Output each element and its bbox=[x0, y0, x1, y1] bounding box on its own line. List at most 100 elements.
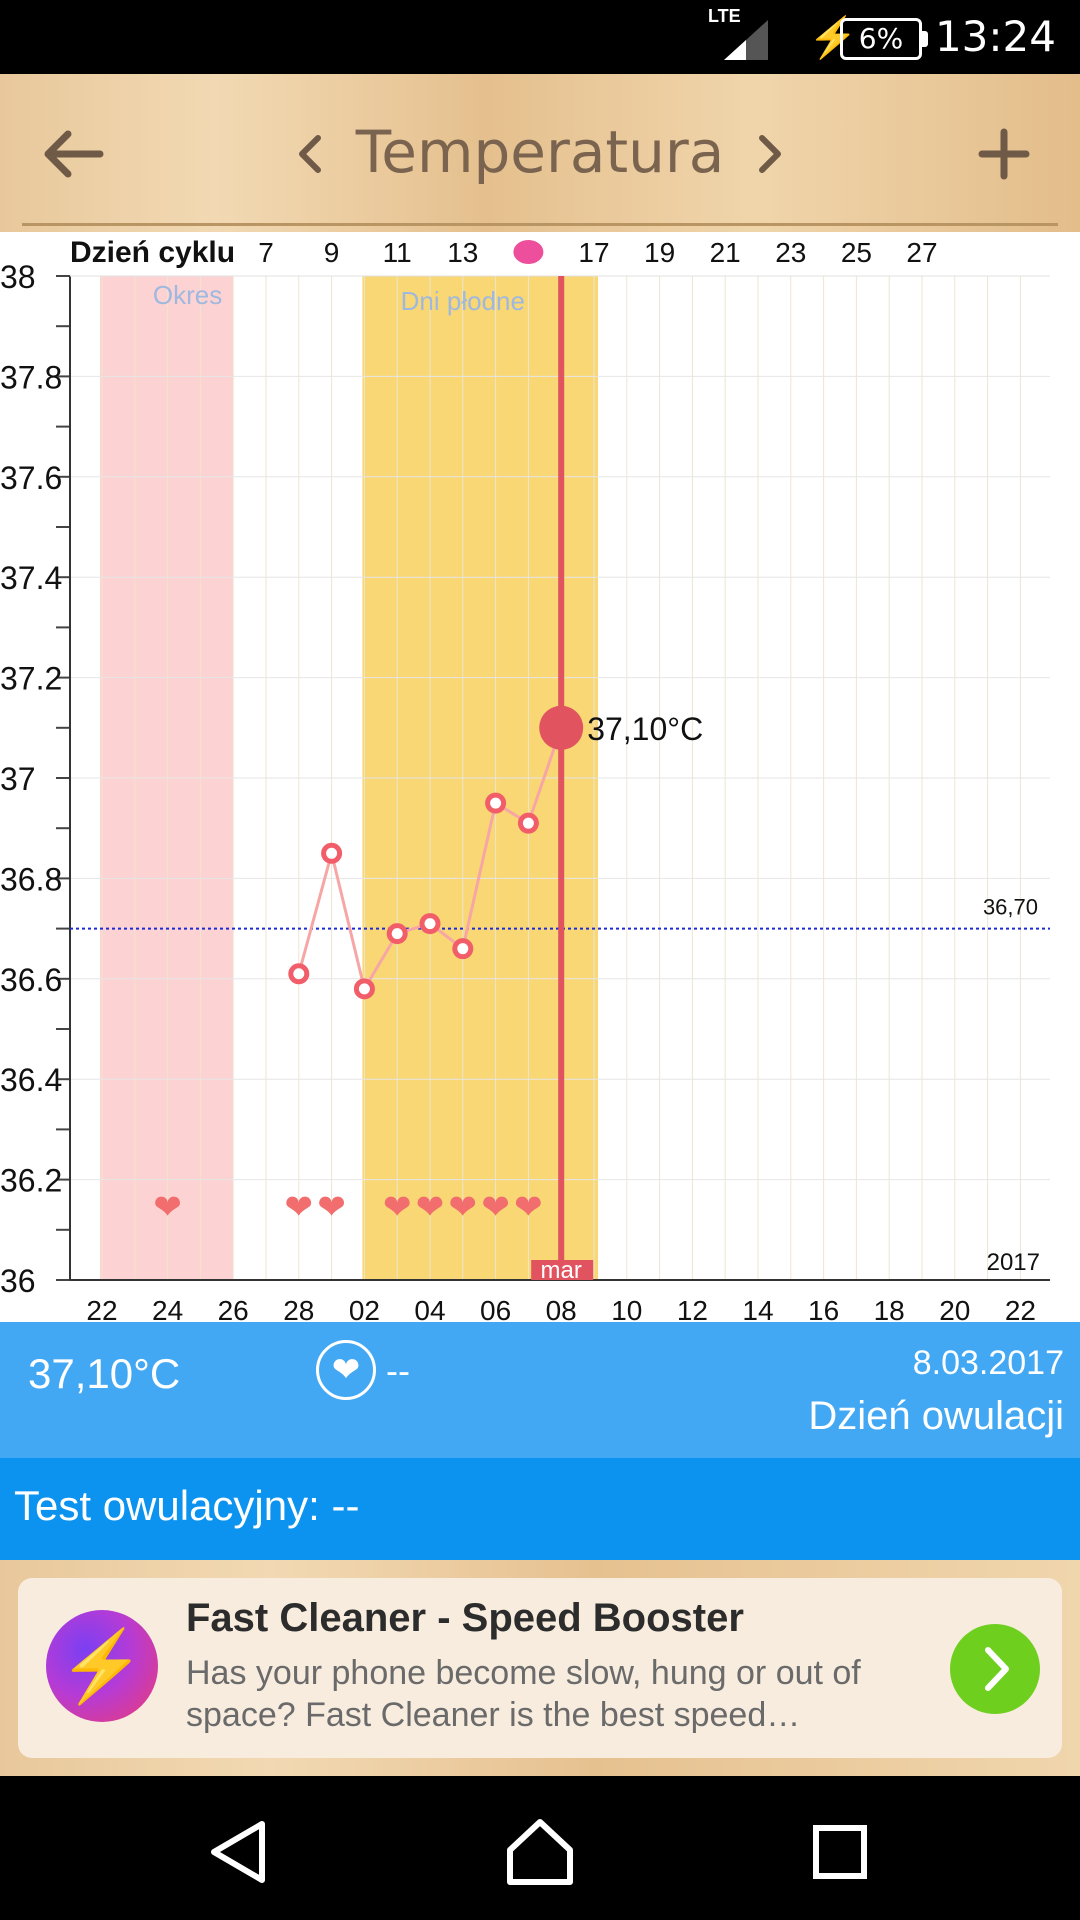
y-tick-label: 38 bbox=[0, 259, 36, 295]
signal-icon bbox=[724, 20, 768, 60]
app-bar-divider bbox=[22, 223, 1058, 226]
cycle-day-tick: 11 bbox=[383, 237, 412, 268]
intercourse-heart-icon: ❤ bbox=[285, 1188, 314, 1228]
status-bar: LTE ⚡ 6% 13:24 bbox=[0, 0, 1080, 74]
ad-open-button[interactable] bbox=[950, 1624, 1040, 1714]
ad-banner[interactable]: ⚡ Fast Cleaner - Speed Booster Has your … bbox=[18, 1578, 1062, 1758]
y-tick-label: 36 bbox=[0, 1263, 36, 1299]
x-tick-label: 24 bbox=[152, 1295, 183, 1322]
x-tick-label: 10 bbox=[611, 1295, 642, 1322]
y-tick-label: 37 bbox=[0, 761, 36, 797]
day-info-panel[interactable]: 37,10°C ❤ -- 8.03.2017 Dzień owulacji bbox=[0, 1322, 1080, 1458]
battery-indicator: 6% bbox=[840, 18, 928, 60]
temperature-chart[interactable]: 38 37.8 37.6 37.4 37.2 37 36.8 36.6 36.4 36.2 36 Dz… bbox=[0, 232, 1080, 1322]
month-badge bbox=[531, 1260, 594, 1280]
cycle-day-tick: 27 bbox=[906, 237, 937, 268]
ad-title: Fast Cleaner - Speed Booster bbox=[186, 1596, 744, 1640]
cycle-day-tick: 19 bbox=[644, 237, 675, 268]
back-button[interactable] bbox=[34, 114, 114, 194]
chevron-right-icon bbox=[985, 1647, 1009, 1691]
home-icon bbox=[507, 1819, 573, 1885]
prev-button[interactable] bbox=[270, 114, 350, 194]
system-home-button[interactable] bbox=[500, 1812, 580, 1892]
temperature-point bbox=[386, 923, 408, 945]
intercourse-heart-icon: ❤ bbox=[481, 1188, 510, 1228]
y-tick-label: 37.6 bbox=[0, 460, 62, 496]
intercourse-heart-icon: ❤ bbox=[153, 1188, 182, 1228]
y-tick-label: 36.4 bbox=[0, 1062, 62, 1098]
ovulation-test-label: Test owulacyjny: -- bbox=[14, 1482, 360, 1529]
clock: 13:24 bbox=[934, 12, 1056, 61]
page-title: Temperatura bbox=[355, 118, 725, 186]
cycle-day-label: Dzień cyklu bbox=[70, 236, 235, 269]
cycle-day-tick: 23 bbox=[775, 237, 806, 268]
year-label: 2017 bbox=[987, 1249, 1040, 1276]
recents-square-icon bbox=[813, 1825, 867, 1879]
temperature-point bbox=[288, 963, 310, 985]
intercourse-heart-icon: ❤ bbox=[514, 1188, 543, 1228]
app-bar: Temperatura bbox=[0, 74, 1080, 232]
selected-temperature: 37,10°C bbox=[28, 1350, 181, 1397]
cycle-day-tick: 9 bbox=[324, 237, 340, 268]
next-button[interactable] bbox=[730, 114, 810, 194]
x-tick-label: 18 bbox=[874, 1295, 905, 1322]
x-tick-label: 16 bbox=[808, 1295, 839, 1322]
chevron-left-icon bbox=[299, 135, 321, 173]
system-back-button[interactable] bbox=[200, 1812, 280, 1892]
x-tick-label: 22 bbox=[1005, 1295, 1036, 1322]
day-status: Dzień owulacji bbox=[808, 1394, 1064, 1438]
cycle-day-tick: 17 bbox=[578, 237, 609, 268]
temperature-point bbox=[452, 938, 474, 960]
heart-icon[interactable]: ❤ bbox=[316, 1340, 376, 1400]
y-tick-label: 36.8 bbox=[0, 861, 62, 897]
temperature-point bbox=[485, 792, 507, 814]
y-tick-label: 37.2 bbox=[0, 661, 62, 697]
cycle-day-tick: 13 bbox=[447, 237, 478, 268]
intercourse-heart-icon: ❤ bbox=[317, 1188, 346, 1228]
period-label: Okres bbox=[153, 280, 222, 310]
x-tick-label: 20 bbox=[939, 1295, 970, 1322]
plus-icon bbox=[978, 128, 1030, 180]
system-nav-bar bbox=[0, 1776, 1080, 1920]
x-tick-label: 28 bbox=[283, 1295, 314, 1322]
ovulation-test-panel[interactable]: Test owulacyjny: -- bbox=[0, 1458, 1080, 1560]
charging-icon: ⚡ bbox=[808, 16, 858, 60]
cycle-day-tick: 25 bbox=[841, 237, 872, 268]
chevron-right-icon bbox=[759, 135, 781, 173]
intercourse-heart-icon: ❤ bbox=[449, 1188, 478, 1228]
cycle-day-tick: 21 bbox=[710, 237, 741, 268]
x-tick-label: 14 bbox=[742, 1295, 773, 1322]
x-tick-label: 06 bbox=[480, 1295, 511, 1322]
lightning-icon: ⚡ bbox=[46, 1610, 158, 1722]
back-triangle-icon bbox=[211, 1821, 265, 1883]
y-tick-label: 36.6 bbox=[0, 962, 62, 998]
temperature-point bbox=[321, 842, 343, 864]
ovulation-marker-icon bbox=[513, 240, 544, 264]
y-tick-label: 37.4 bbox=[0, 560, 62, 596]
baseline-label: 36,70 bbox=[983, 895, 1038, 920]
selected-temperature-point bbox=[539, 705, 584, 750]
fertile-label: Dni płodne bbox=[401, 286, 525, 316]
cycle-day-tick: 7 bbox=[258, 237, 274, 268]
add-button[interactable] bbox=[964, 114, 1044, 194]
chart-svg: 38 37.8 37.6 37.4 37.2 37 36.8 36.6 36.4 36.2 36 Dz… bbox=[0, 236, 1050, 1322]
x-tick-label: 12 bbox=[677, 1295, 708, 1322]
temperature-point bbox=[419, 913, 441, 935]
x-tick-label: 02 bbox=[349, 1295, 380, 1322]
selected-temperature-label: 37,10°C bbox=[587, 711, 703, 747]
network-indicator: LTE bbox=[708, 6, 741, 26]
temperature-point bbox=[517, 812, 539, 834]
x-tick-label: 04 bbox=[414, 1295, 445, 1322]
y-tick-label: 37.8 bbox=[0, 359, 62, 395]
selected-date: 8.03.2017 bbox=[912, 1344, 1064, 1382]
x-tick-label: 08 bbox=[546, 1295, 577, 1322]
temperature-point bbox=[353, 978, 375, 1000]
system-recents-button[interactable] bbox=[800, 1812, 880, 1892]
intercourse-heart-icon: ❤ bbox=[383, 1188, 412, 1228]
intercourse-heart-icon: ❤ bbox=[416, 1188, 445, 1228]
y-tick-label: 36.2 bbox=[0, 1163, 62, 1199]
x-tick-label: 22 bbox=[86, 1295, 117, 1322]
intercourse-value: -- bbox=[386, 1350, 410, 1391]
x-tick-label: 26 bbox=[218, 1295, 249, 1322]
ad-text: Has your phone become slow, hung or out … bbox=[186, 1654, 861, 1734]
